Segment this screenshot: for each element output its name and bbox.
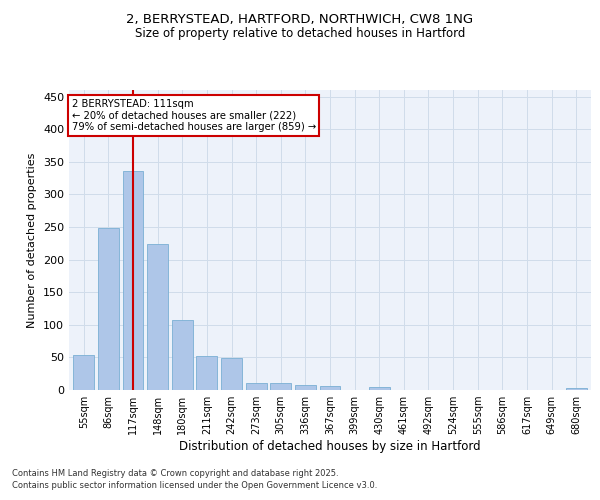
Bar	[270, 384, 291, 390]
X-axis label: Distribution of detached houses by size in Hartford: Distribution of detached houses by size …	[179, 440, 481, 453]
Bar	[295, 385, 316, 390]
Bar	[566, 388, 587, 390]
Bar	[196, 356, 217, 390]
Text: Size of property relative to detached houses in Hartford: Size of property relative to detached ho…	[135, 28, 465, 40]
Text: 2, BERRYSTEAD, HARTFORD, NORTHWICH, CW8 1NG: 2, BERRYSTEAD, HARTFORD, NORTHWICH, CW8 …	[127, 12, 473, 26]
Text: Contains public sector information licensed under the Open Government Licence v3: Contains public sector information licen…	[12, 481, 377, 490]
Text: 2 BERRYSTEAD: 111sqm
← 20% of detached houses are smaller (222)
79% of semi-deta: 2 BERRYSTEAD: 111sqm ← 20% of detached h…	[71, 99, 316, 132]
Bar	[98, 228, 119, 390]
Bar	[172, 320, 193, 390]
Bar	[73, 356, 94, 390]
Bar	[369, 388, 390, 390]
Bar	[122, 171, 143, 390]
Bar	[245, 383, 266, 390]
Bar	[221, 358, 242, 390]
Y-axis label: Number of detached properties: Number of detached properties	[28, 152, 37, 328]
Bar	[320, 386, 340, 390]
Bar	[147, 244, 168, 390]
Text: Contains HM Land Registry data © Crown copyright and database right 2025.: Contains HM Land Registry data © Crown c…	[12, 468, 338, 477]
